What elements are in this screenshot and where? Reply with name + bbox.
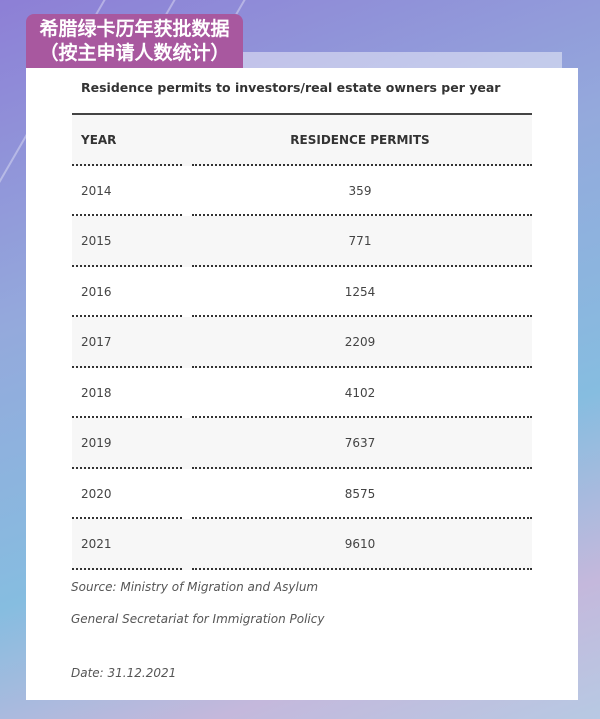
divider <box>72 315 182 317</box>
divider <box>72 365 182 368</box>
divider <box>72 416 182 418</box>
cell-year: 2016 <box>81 284 112 299</box>
cell-permits: 2209 <box>344 335 376 349</box>
cell-permits: 1254 <box>344 284 376 299</box>
table-title: Residence permits to investors/real esta… <box>81 80 501 95</box>
cell-permits: 4102 <box>344 385 376 400</box>
cell-year: 2017 <box>81 335 112 349</box>
cell-year: 2021 <box>81 537 112 551</box>
cell-year: 2019 <box>81 436 112 450</box>
divider <box>192 365 532 368</box>
divider <box>72 264 182 267</box>
background-card <box>240 52 562 72</box>
table-row: 2020 8575 <box>72 469 532 519</box>
table-header: YEAR RESIDENCE PERMITS <box>72 115 532 166</box>
cell-year: 2015 <box>81 234 112 248</box>
divider <box>72 517 182 519</box>
source-note: Source: Ministry of Migration and Asylum <box>71 580 319 594</box>
cell-permits: 7637 <box>344 436 376 450</box>
divider <box>192 567 532 570</box>
table-row: 2019 7637 <box>72 418 532 469</box>
header-year: YEAR <box>81 133 117 147</box>
cell-year: 2018 <box>81 385 112 400</box>
table-row: 2015 771 <box>72 216 532 267</box>
cell-permits: 8575 <box>344 486 376 501</box>
divider <box>72 163 182 166</box>
divider <box>72 466 182 469</box>
divider <box>192 163 532 166</box>
table-row: 2014 359 <box>72 166 532 216</box>
secretariat-note: General Secretariat for Immigration Poli… <box>71 612 325 626</box>
title-banner: 希腊绿卡历年获批数据 （按主申请人数统计） <box>26 14 243 70</box>
divider <box>72 214 182 216</box>
divider <box>192 466 532 469</box>
cell-permits: 359 <box>348 183 372 198</box>
table-row: 2016 1254 <box>72 267 532 317</box>
header-permits: RESIDENCE PERMITS <box>290 133 430 147</box>
cell-permits: 771 <box>348 234 372 248</box>
cell-permits: 9610 <box>344 537 376 551</box>
table-row: 2017 2209 <box>72 317 532 368</box>
document-card: Residence permits to investors/real esta… <box>26 68 578 700</box>
banner-subtitle: （按主申请人数统计） <box>39 42 230 64</box>
banner-title: 希腊绿卡历年获批数据 <box>39 18 230 40</box>
permits-table: YEAR RESIDENCE PERMITS 2014 359 2015 771 201… <box>72 113 532 570</box>
divider <box>72 567 182 570</box>
table-row: 2018 4102 <box>72 368 532 418</box>
cell-year: 2020 <box>81 486 112 501</box>
divider <box>192 315 532 317</box>
divider <box>192 416 532 418</box>
divider <box>192 264 532 267</box>
divider <box>192 214 532 216</box>
date-note: Date: 31.12.2021 <box>71 666 177 680</box>
divider <box>192 517 532 519</box>
cell-year: 2014 <box>81 183 112 198</box>
table-row: 2021 9610 <box>72 519 532 570</box>
